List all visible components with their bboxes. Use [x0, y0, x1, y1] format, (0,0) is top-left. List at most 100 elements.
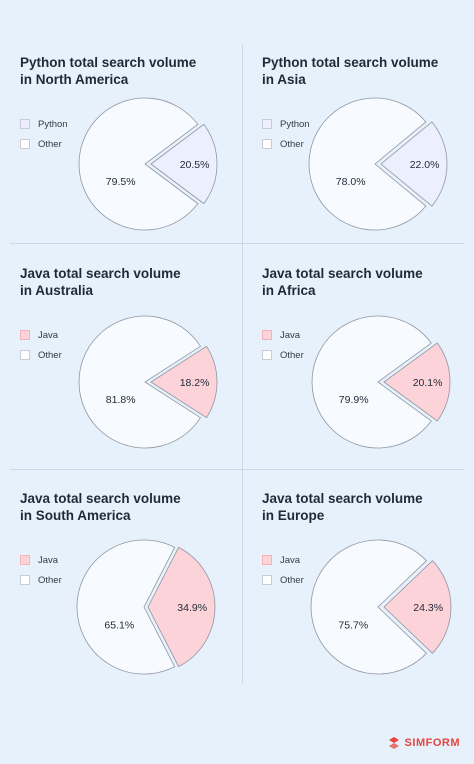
pie-panel-java-africa: Java total search volume in Africa Java … [262, 265, 474, 491]
horizontal-divider-1 [10, 243, 464, 244]
vertical-divider [242, 44, 243, 684]
legend-label-other: Other [38, 349, 62, 361]
pie-chart-0: 20.5% 79.5% [78, 97, 218, 231]
chart-title-line2: in South America [20, 508, 131, 523]
chart-title-line1: Java total search volume [20, 266, 181, 281]
chart-title: Java total search volume in South Americ… [20, 490, 240, 524]
pie-chart-4: 34.9% 65.1% [76, 539, 216, 675]
chart-title: Java total search volume in Australia [20, 265, 240, 299]
pie-slice-primary [150, 345, 218, 419]
chart-title-line2: in Europe [262, 508, 325, 523]
legend-swatch-primary [20, 119, 30, 129]
chart-title: Python total search volume in Asia [262, 54, 474, 88]
pie-chart-5: 24.3% 75.7% [310, 539, 452, 675]
legend-label-other: Other [280, 138, 304, 150]
legend-label-primary: Java [280, 554, 301, 566]
chart-title-line1: Java total search volume [262, 266, 423, 281]
pie-panel-java-south-america: Java total search volume in South Americ… [20, 490, 252, 716]
pie-panel-python-asia: Python total search volume in Asia Pytho… [262, 54, 474, 280]
legend-swatch-other [262, 350, 272, 360]
chart-title: Java total search volume in Europe [262, 490, 474, 524]
legend-item-primary: Java [262, 550, 304, 570]
pie-chart-1: 22.0% 78.0% [308, 97, 448, 231]
pie-slice-other [310, 539, 427, 675]
legend-item-primary: Python [20, 114, 68, 134]
legend-label-primary: Java [38, 554, 59, 566]
slice-label-primary: 20.1% [413, 377, 443, 389]
slice-label-primary: 24.3% [413, 602, 443, 614]
pie-slice-other [76, 539, 176, 675]
chart-title-line2: in Australia [20, 283, 94, 298]
legend: Python Other [262, 114, 310, 154]
legend-item-other: Other [20, 134, 68, 154]
legend: Java Other [20, 325, 62, 365]
legend-label-primary: Python [38, 118, 68, 130]
legend-item-primary: Java [20, 550, 62, 570]
legend-swatch-other [262, 139, 272, 149]
simform-logo-icon [388, 737, 399, 749]
slice-label-other: 75.7% [338, 619, 368, 631]
pie-panel-python-north-america: Python total search volume in North Amer… [20, 54, 252, 280]
legend-item-other: Other [262, 345, 304, 365]
legend-label-primary: Python [280, 118, 310, 130]
legend-swatch-primary [262, 555, 272, 565]
slice-label-primary: 22.0% [410, 159, 440, 171]
chart-title-line2: in Asia [262, 72, 306, 87]
legend-item-other: Other [20, 345, 62, 365]
slice-label-other: 65.1% [104, 619, 134, 631]
slice-label-primary: 20.5% [180, 159, 210, 171]
legend-swatch-other [262, 575, 272, 585]
pie-chart-2: 18.2% 81.8% [78, 315, 218, 449]
slice-label-primary: 34.9% [177, 602, 207, 614]
pie-chart-3: 20.1% 79.9% [311, 315, 451, 449]
slice-label-other: 79.5% [106, 176, 136, 188]
legend: Java Other [262, 325, 304, 365]
pie-slice-primary [380, 121, 448, 207]
legend-label-other: Other [280, 349, 304, 361]
pie-slice-other [311, 315, 432, 449]
brand-logo: SIMFORM [387, 736, 460, 750]
slice-label-other: 81.8% [106, 394, 136, 406]
chart-title-line1: Python total search volume [262, 55, 439, 70]
legend-swatch-primary [262, 330, 272, 340]
legend: Python Other [20, 114, 68, 154]
legend-item-primary: Python [262, 114, 310, 134]
legend: Java Other [20, 550, 62, 590]
chart-title-line1: Java total search volume [20, 491, 181, 506]
pie-panel-java-europe: Java total search volume in Europe Java … [262, 490, 474, 716]
chart-title-line2: in North America [20, 72, 129, 87]
legend-swatch-primary [20, 555, 30, 565]
legend-item-other: Other [262, 570, 304, 590]
legend-label-other: Other [38, 138, 62, 150]
legend-label-primary: Java [38, 329, 59, 341]
legend-swatch-other [20, 575, 30, 585]
chart-title: Python total search volume in North Amer… [20, 54, 240, 88]
legend-swatch-other [20, 350, 30, 360]
brand-name: SIMFORM [404, 737, 460, 749]
legend: Java Other [262, 550, 304, 590]
legend-item-other: Other [20, 570, 62, 590]
horizontal-divider-2 [10, 469, 464, 470]
legend-swatch-primary [262, 119, 272, 129]
pie-slice-other [78, 97, 199, 231]
legend-item-primary: Java [262, 325, 304, 345]
chart-title: Java total search volume in Africa [262, 265, 474, 299]
slice-label-other: 78.0% [336, 176, 366, 188]
slice-label-other: 79.9% [339, 394, 369, 406]
pie-slice-primary [383, 560, 452, 654]
legend-item-other: Other [262, 134, 310, 154]
pie-slice-other [78, 315, 202, 449]
pie-slice-primary [150, 123, 218, 205]
legend-item-primary: Java [20, 325, 62, 345]
legend-label-other: Other [38, 574, 62, 586]
chart-title-line2: in Africa [262, 283, 316, 298]
legend-label-other: Other [280, 574, 304, 586]
pie-slice-primary [383, 342, 451, 422]
slice-label-primary: 18.2% [180, 377, 210, 389]
pie-panel-java-australia: Java total search volume in Australia Ja… [20, 265, 252, 491]
pie-slice-other [308, 97, 427, 231]
pie-slice-primary [147, 546, 216, 668]
legend-swatch-other [20, 139, 30, 149]
legend-swatch-primary [20, 330, 30, 340]
